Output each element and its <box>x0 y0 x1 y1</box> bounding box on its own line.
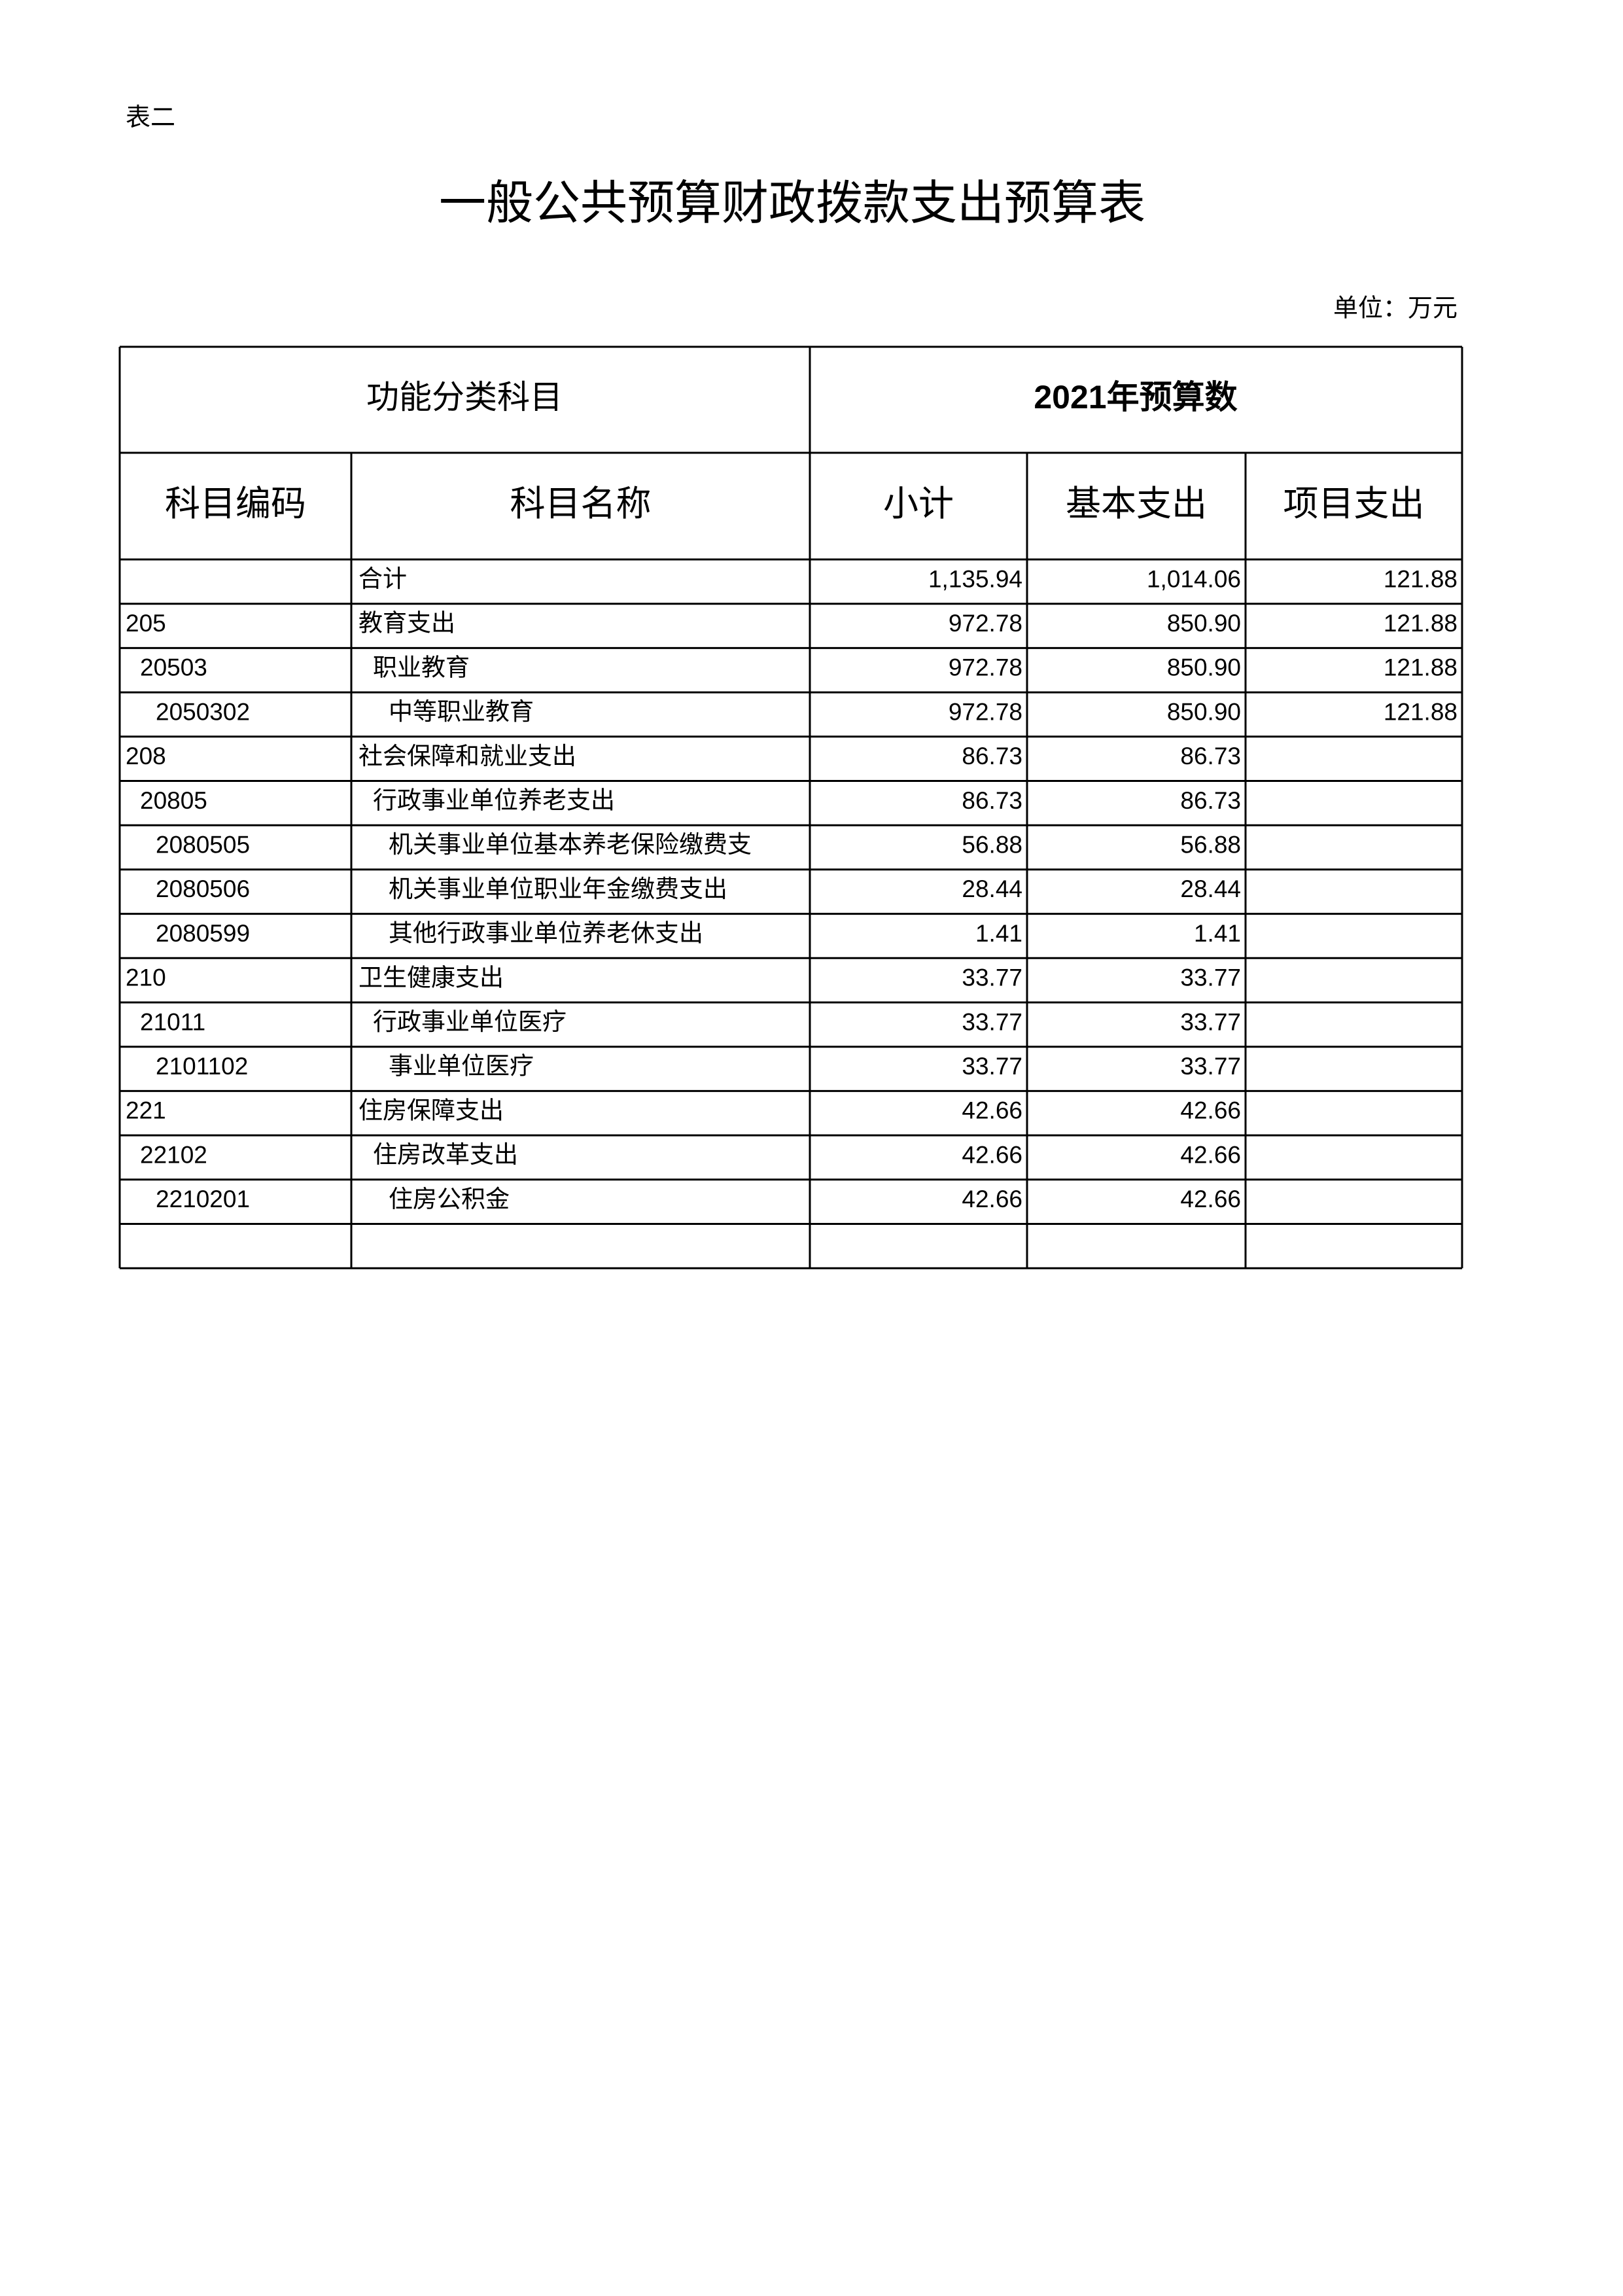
subject-code: 21011 <box>140 1008 205 1035</box>
subject-name: 住房保障支出 <box>358 1096 504 1124</box>
amount: 972.78 <box>949 654 1022 681</box>
column-header: 小计 <box>883 484 954 523</box>
amount: 86.73 <box>1180 787 1241 814</box>
amount: 972.78 <box>949 610 1022 637</box>
amount: 28.44 <box>962 875 1022 902</box>
amount: 33.77 <box>962 1008 1022 1035</box>
subject-name: 行政事业单位养老支出 <box>373 786 615 814</box>
subject-code: 2080505 <box>156 831 250 858</box>
subject-name: 合计 <box>358 565 407 593</box>
subject-code: 208 <box>126 743 166 769</box>
subject-name: 卫生健康支出 <box>358 963 504 991</box>
subject-name: 机关事业单位职业年金缴费支出 <box>389 875 727 903</box>
amount: 33.77 <box>1180 1053 1241 1080</box>
subject-code: 221 <box>126 1097 166 1124</box>
amount: 121.88 <box>1384 565 1457 592</box>
subject-code: 22102 <box>140 1141 207 1168</box>
amount: 850.90 <box>1167 698 1241 725</box>
header-group: 功能分类科目 <box>366 379 563 415</box>
column-header: 项目支出 <box>1283 484 1425 523</box>
subject-name: 机关事业单位基本养老保险缴费支 <box>389 830 752 858</box>
subject-code: 20805 <box>140 787 207 814</box>
amount: 850.90 <box>1167 654 1241 681</box>
amount: 850.90 <box>1167 610 1241 637</box>
amount: 972.78 <box>949 698 1022 725</box>
amount: 121.88 <box>1384 610 1457 637</box>
subject-name: 职业教育 <box>373 653 470 681</box>
subject-name: 事业单位医疗 <box>389 1052 534 1080</box>
amount: 42.66 <box>962 1097 1022 1124</box>
table-grid <box>118 345 1463 1269</box>
amount: 1.41 <box>975 920 1022 947</box>
subject-name: 社会保障和就业支出 <box>358 742 576 770</box>
amount: 121.88 <box>1384 654 1457 681</box>
amount: 42.66 <box>1180 1186 1241 1212</box>
amount: 28.44 <box>1180 875 1241 902</box>
subject-code: 2080599 <box>156 920 250 947</box>
amount: 42.66 <box>1180 1097 1241 1124</box>
amount: 33.77 <box>962 964 1022 991</box>
amount: 1.41 <box>1194 920 1241 947</box>
subject-name: 其他行政事业单位养老休支出 <box>389 919 703 947</box>
amount: 42.66 <box>962 1141 1022 1168</box>
subject-code: 2080506 <box>156 875 250 902</box>
amount: 33.77 <box>962 1053 1022 1080</box>
column-header: 科目编码 <box>165 484 306 523</box>
amount: 42.66 <box>962 1186 1022 1212</box>
amount: 1,135.94 <box>928 565 1022 592</box>
amount: 86.73 <box>962 743 1022 769</box>
unit-label: 单位：万元 <box>1333 294 1457 323</box>
amount: 56.88 <box>1180 831 1241 858</box>
subject-code: 2101102 <box>156 1053 248 1080</box>
subject-name: 中等职业教育 <box>389 698 534 726</box>
column-header: 科目名称 <box>510 484 652 523</box>
column-header: 基本支出 <box>1066 484 1207 523</box>
amount: 56.88 <box>962 831 1022 858</box>
header-group: 2021年预算数 <box>1034 379 1237 415</box>
subject-code: 210 <box>126 964 166 991</box>
subject-name: 行政事业单位医疗 <box>373 1008 567 1036</box>
subject-code: 20503 <box>140 654 207 681</box>
table-label: 表二 <box>126 104 175 132</box>
amount: 33.77 <box>1180 964 1241 991</box>
subject-code: 205 <box>126 610 166 637</box>
subject-name: 教育支出 <box>358 609 455 637</box>
page-title: 一般公共预算财政拨款支出预算表 <box>439 177 1145 230</box>
subject-name: 住房公积金 <box>389 1185 510 1213</box>
amount: 86.73 <box>1180 743 1241 769</box>
amount: 121.88 <box>1384 698 1457 725</box>
amount: 1,014.06 <box>1147 565 1241 592</box>
subject-name: 住房改革支出 <box>373 1140 518 1169</box>
amount: 86.73 <box>962 787 1022 814</box>
subject-code: 2050302 <box>156 698 250 725</box>
amount: 42.66 <box>1180 1141 1241 1168</box>
amount: 33.77 <box>1180 1008 1241 1035</box>
subject-code: 2210201 <box>156 1186 250 1212</box>
